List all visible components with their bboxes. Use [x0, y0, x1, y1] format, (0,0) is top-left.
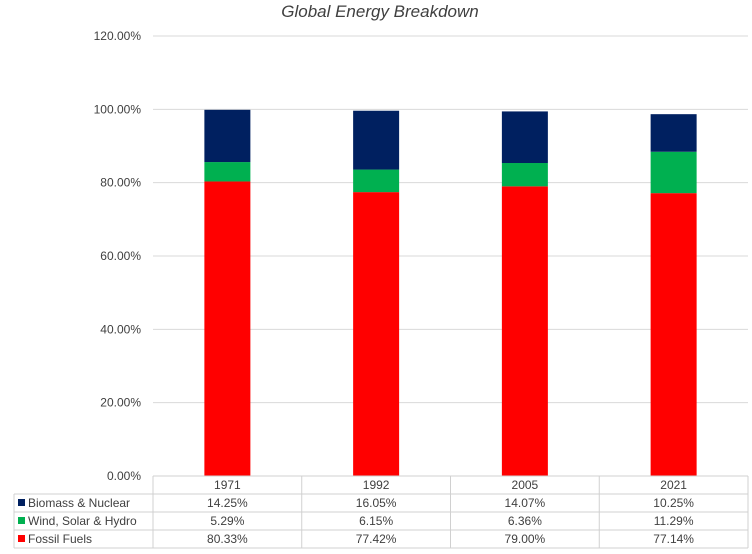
legend-label: Fossil Fuels — [28, 532, 92, 546]
data-label: 80.33% — [207, 532, 248, 546]
bar-biomass-nuclear — [353, 110, 400, 170]
y-tick-label: 120.00% — [94, 29, 142, 43]
bar-wind-solar-hydro — [353, 169, 400, 193]
bar-fossil-fuels — [650, 193, 697, 477]
x-tick-label: 2021 — [660, 478, 687, 492]
bar-biomass-nuclear — [204, 109, 251, 163]
legend-swatch — [18, 517, 25, 524]
data-label: 16.05% — [356, 496, 397, 510]
legend-swatch — [18, 535, 25, 542]
data-label: 5.29% — [210, 514, 244, 528]
legend-label: Biomass & Nuclear — [28, 496, 130, 510]
legend-label: Wind, Solar & Hydro — [28, 514, 137, 528]
bar-fossil-fuels — [501, 186, 548, 477]
y-tick-label: 60.00% — [100, 249, 141, 263]
x-tick-label: 1971 — [214, 478, 241, 492]
y-tick-label: 100.00% — [94, 102, 142, 116]
x-tick-label: 2005 — [512, 478, 539, 492]
bar-fossil-fuels — [353, 192, 400, 477]
y-tick-label: 80.00% — [100, 176, 141, 190]
x-tick-label: 1992 — [363, 478, 390, 492]
data-label: 14.07% — [505, 496, 546, 510]
data-label: 11.29% — [654, 514, 694, 528]
data-label: 6.36% — [508, 514, 542, 528]
bar-wind-solar-hydro — [204, 162, 251, 182]
y-tick-label: 20.00% — [100, 396, 141, 410]
data-label: 6.15% — [359, 514, 393, 528]
y-tick-label: 0.00% — [107, 469, 141, 483]
y-tick-label: 40.00% — [100, 322, 141, 336]
bar-wind-solar-hydro — [501, 163, 548, 187]
bar-biomass-nuclear — [501, 111, 548, 164]
data-label: 77.14% — [653, 532, 694, 546]
data-label: 77.42% — [356, 532, 397, 546]
bar-biomass-nuclear — [650, 114, 697, 152]
data-label: 79.00% — [505, 532, 546, 546]
legend-swatch — [18, 499, 25, 506]
bar-fossil-fuels — [204, 181, 251, 476]
data-label: 10.25% — [653, 496, 694, 510]
data-label: 14.25% — [207, 496, 248, 510]
chart-title: Global Energy Breakdown — [281, 2, 479, 21]
bar-wind-solar-hydro — [650, 151, 697, 194]
